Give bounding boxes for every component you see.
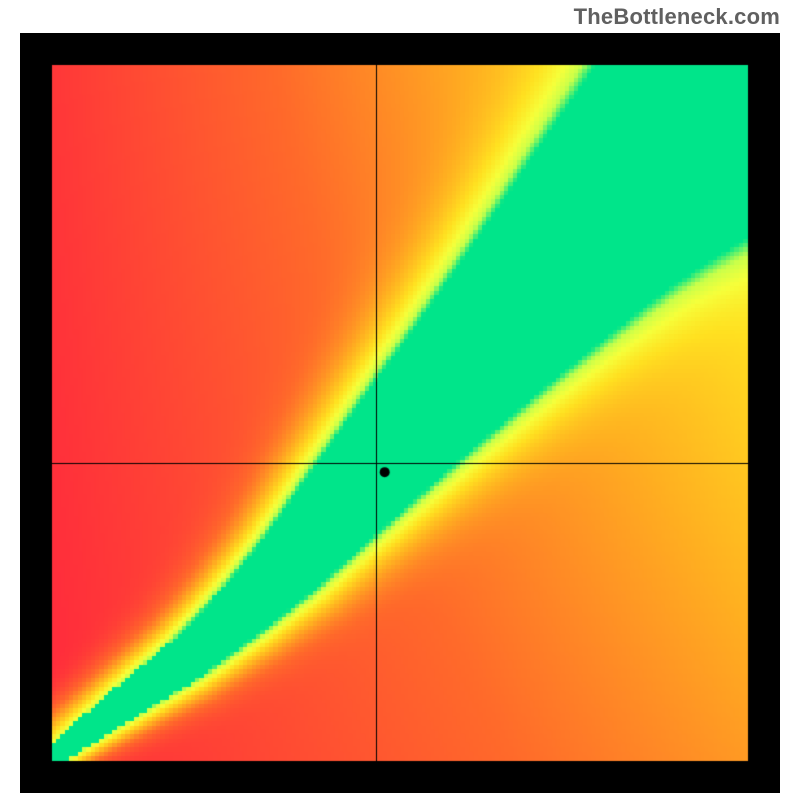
chart-frame: TheBottleneck.com (0, 0, 800, 800)
heatmap-canvas (20, 33, 780, 793)
watermark-text: TheBottleneck.com (574, 4, 780, 30)
